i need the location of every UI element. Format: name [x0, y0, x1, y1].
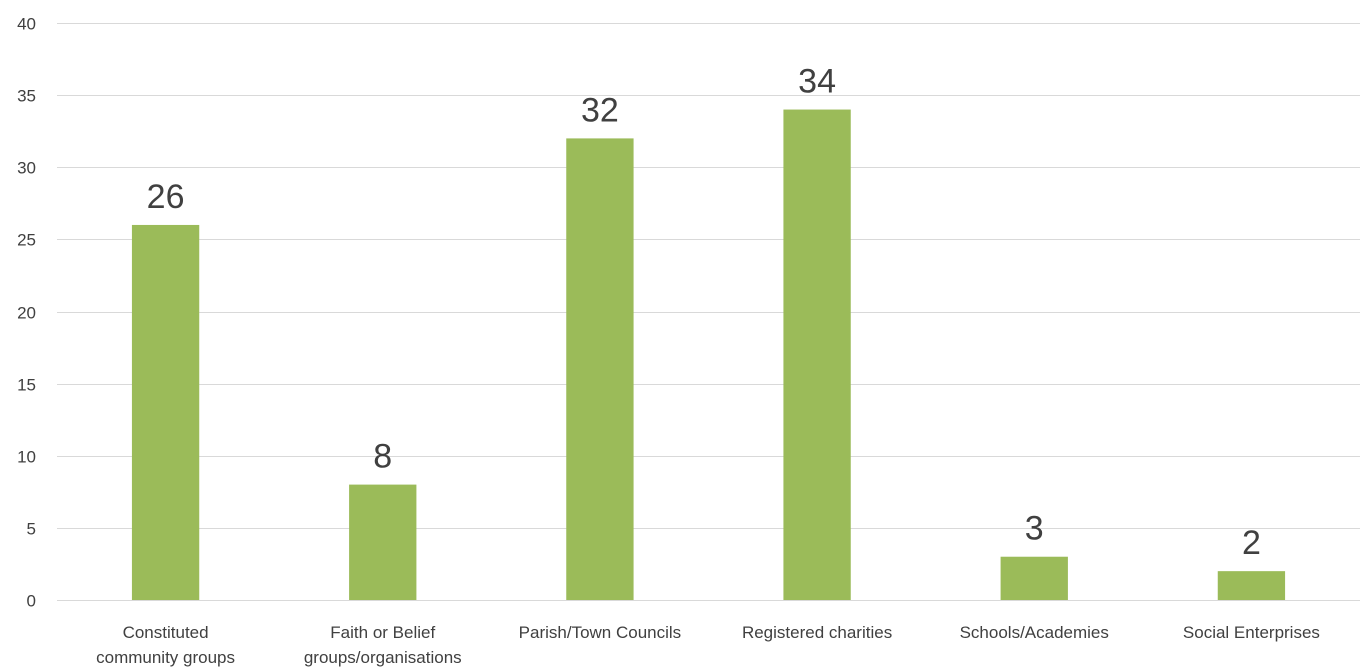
data-label: 8 [373, 438, 392, 476]
category-label: Faith or Belief groups/organisations [304, 623, 462, 667]
category-label: Social Enterprises [1183, 623, 1320, 642]
data-label: 3 [1025, 510, 1044, 548]
bar [566, 138, 634, 600]
y-tick-label: 0 [27, 592, 36, 611]
y-tick-label: 30 [17, 159, 36, 178]
data-label: 2 [1242, 524, 1261, 562]
bar [131, 224, 200, 600]
data-label: 34 [798, 63, 836, 101]
y-tick-label: 40 [17, 15, 36, 34]
y-tick-label: 35 [17, 87, 36, 106]
y-tick-label: 20 [17, 304, 36, 323]
data-label: 32 [581, 91, 619, 129]
bar [349, 484, 417, 600]
category-label: Schools/Academies [960, 623, 1109, 642]
y-tick-label: 25 [17, 231, 36, 250]
bar [1217, 571, 1286, 600]
x-axis-category-labels: Constituted community groups Faith or Beli… [96, 623, 1320, 667]
bars [131, 109, 1286, 601]
category-label: Parish/Town Councils [519, 623, 682, 642]
y-tick-label: 10 [17, 448, 36, 467]
gridlines [57, 23, 1360, 601]
y-axis-tick-labels: 0 5 10 15 20 25 30 35 40 [17, 15, 36, 611]
category-label: Registered charities [742, 623, 892, 642]
bar [783, 109, 851, 601]
data-label: 26 [147, 178, 185, 216]
category-label: Constituted community groups [96, 623, 235, 667]
y-tick-label: 15 [17, 376, 36, 395]
bar [1000, 556, 1068, 600]
y-tick-label: 5 [27, 520, 36, 539]
